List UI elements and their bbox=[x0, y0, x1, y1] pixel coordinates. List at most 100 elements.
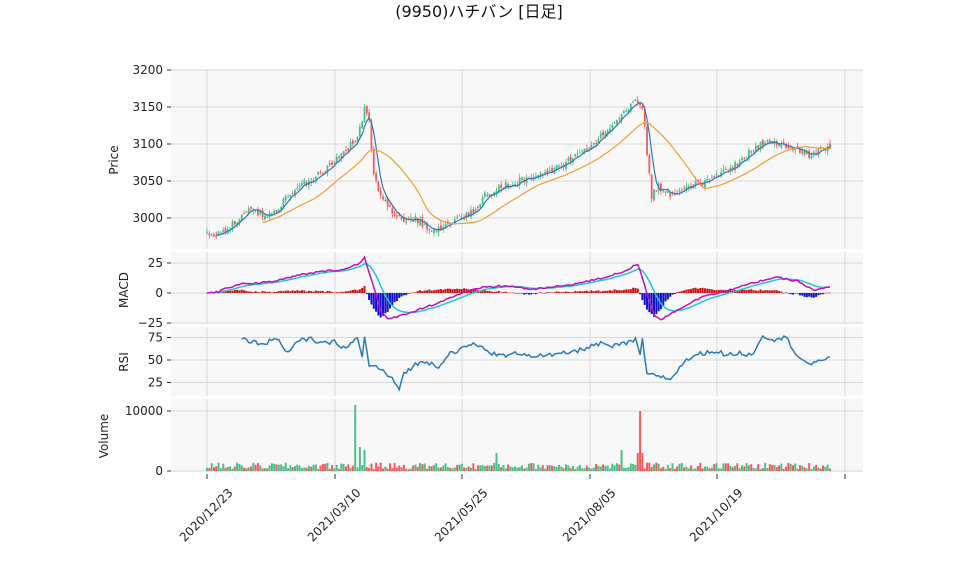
volume-ytick-label: 10000 bbox=[125, 404, 163, 418]
candle-body bbox=[778, 143, 780, 147]
candle-body bbox=[240, 214, 243, 221]
macd-hist-bar bbox=[398, 293, 401, 298]
volume-bar bbox=[400, 467, 403, 471]
macd-hist-bar bbox=[803, 293, 806, 297]
candle-body bbox=[648, 155, 651, 174]
macd-hist-bar bbox=[300, 290, 303, 293]
macd-hist-bar bbox=[400, 293, 403, 297]
volume-bar bbox=[268, 465, 271, 471]
candle-body bbox=[548, 169, 551, 171]
volume-bar bbox=[356, 467, 359, 471]
macd-hist-bar bbox=[555, 291, 558, 293]
candle-body bbox=[717, 175, 720, 177]
volume-bar bbox=[463, 467, 466, 471]
candle-body bbox=[734, 162, 736, 171]
volume-bar bbox=[486, 465, 489, 471]
volume-bar bbox=[208, 467, 211, 471]
candle-body bbox=[426, 222, 428, 230]
volume-bar bbox=[430, 466, 433, 471]
macd-hist-bar bbox=[328, 291, 331, 293]
volume-bar bbox=[423, 463, 426, 471]
volume-bar bbox=[310, 466, 313, 471]
candle-body bbox=[597, 138, 600, 144]
candle-body bbox=[298, 185, 301, 188]
candle-body bbox=[301, 183, 303, 186]
volume-bar bbox=[699, 462, 702, 471]
candle-body bbox=[743, 158, 746, 160]
volume-bar bbox=[773, 464, 776, 471]
candle-body bbox=[391, 207, 394, 214]
candle-body bbox=[247, 208, 250, 214]
candle-body bbox=[224, 228, 227, 233]
candle-body bbox=[625, 110, 628, 112]
macd-hist-bar bbox=[372, 293, 375, 309]
macd-hist-bar bbox=[546, 292, 549, 293]
macd-hist-bar bbox=[419, 290, 422, 293]
volume-bar bbox=[458, 464, 461, 471]
macd-hist-bar bbox=[615, 290, 618, 293]
volume-bar bbox=[259, 465, 262, 471]
candle-body bbox=[560, 165, 563, 167]
candle-body bbox=[750, 151, 753, 153]
macd-hist-bar bbox=[358, 289, 361, 293]
macd-hist-bar bbox=[252, 292, 255, 293]
volume-bar bbox=[426, 468, 429, 471]
candle-body bbox=[504, 181, 507, 189]
volume-bar bbox=[296, 464, 299, 471]
xtick-label: 2021/10/19 bbox=[687, 486, 746, 545]
macd-hist-bar bbox=[375, 293, 378, 312]
candle-body bbox=[632, 101, 635, 103]
macd-hist-bar bbox=[481, 289, 484, 293]
candle-body bbox=[382, 196, 384, 200]
candle-body bbox=[803, 151, 806, 155]
macd-hist-bar bbox=[520, 293, 523, 294]
candle-body bbox=[284, 196, 287, 201]
ma-short-line bbox=[216, 101, 830, 236]
candle-body bbox=[219, 232, 222, 234]
macd-hist-bar bbox=[643, 293, 646, 305]
macd-hist-bar bbox=[495, 291, 498, 293]
macd-hist-bar bbox=[407, 293, 410, 294]
volume-bar bbox=[562, 468, 565, 471]
volume-bar bbox=[525, 467, 528, 471]
volume-bar bbox=[347, 464, 350, 471]
macd-hist-bar bbox=[757, 290, 760, 293]
price-ytick-label: 3050 bbox=[132, 174, 163, 188]
volume-bar bbox=[817, 467, 820, 471]
candle-body bbox=[801, 150, 804, 154]
volume-bar bbox=[608, 468, 611, 471]
macd-hist-bar bbox=[761, 290, 764, 293]
macd-hist-bar bbox=[815, 293, 818, 297]
volume-bar bbox=[734, 465, 737, 471]
candle-body bbox=[275, 210, 278, 213]
macd-hist-bar bbox=[247, 291, 250, 293]
macd-hist-bar bbox=[261, 291, 264, 293]
candle-body bbox=[539, 172, 542, 177]
candle-body bbox=[787, 146, 790, 149]
macd-hist-bar bbox=[502, 292, 505, 293]
candle-body bbox=[764, 142, 767, 145]
macd-hist-bar bbox=[298, 290, 301, 293]
volume-bar bbox=[740, 465, 743, 471]
candle-body bbox=[551, 167, 553, 173]
volume-bar bbox=[585, 465, 588, 471]
volume-bar bbox=[655, 462, 658, 471]
candle-body bbox=[233, 221, 236, 225]
volume-bar bbox=[375, 462, 378, 471]
volume-bar bbox=[771, 465, 774, 471]
volume-bar bbox=[449, 467, 452, 471]
volume-bar bbox=[676, 466, 679, 471]
macd-line bbox=[207, 255, 831, 321]
volume-bar bbox=[530, 462, 533, 471]
xtick-label: 2021/05/25 bbox=[432, 486, 491, 545]
candle-body bbox=[518, 177, 521, 186]
volume-bar bbox=[636, 453, 639, 471]
candle-body bbox=[386, 197, 389, 207]
volume-bar bbox=[752, 468, 755, 471]
volume-bar bbox=[634, 464, 637, 471]
macd-hist-bar bbox=[525, 293, 528, 294]
macd-hist-bar bbox=[773, 290, 776, 293]
volume-bar bbox=[460, 463, 463, 471]
macd-hist-bar bbox=[321, 291, 324, 293]
macd-hist-bar bbox=[324, 292, 327, 293]
